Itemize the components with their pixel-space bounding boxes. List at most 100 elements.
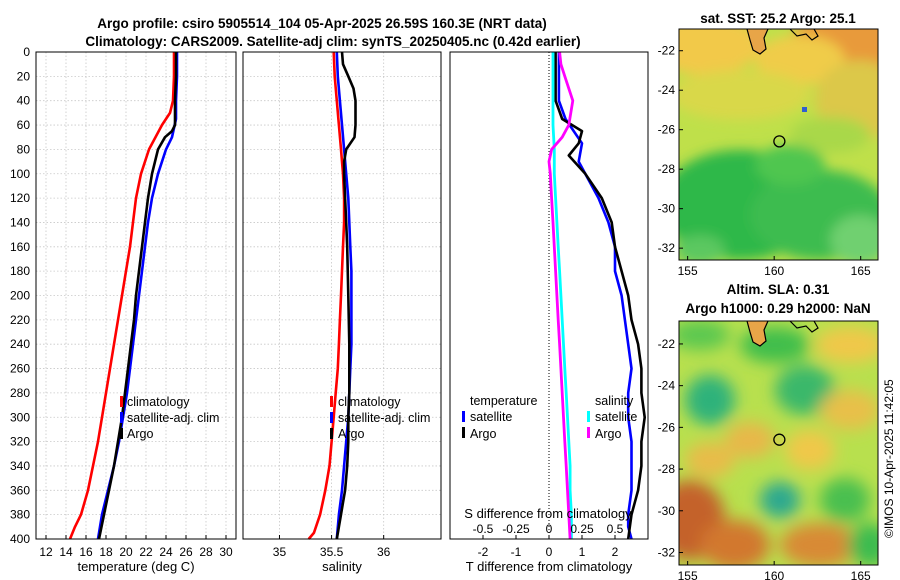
salinity-series bbox=[307, 51, 357, 540]
lat-tick-label: -22 bbox=[658, 337, 676, 351]
legend-satellite-swatch bbox=[120, 412, 123, 423]
depth-tick-label: 360 bbox=[10, 483, 30, 497]
series-s-argo bbox=[547, 51, 575, 540]
imos-timestamp: ©IMOS 10-Apr-2025 11:42:05 bbox=[882, 379, 896, 538]
sst-field bbox=[679, 29, 878, 260]
depth-tick-label: 240 bbox=[10, 337, 30, 351]
difference-s-ticks: -0.5 -0.25 0 0.25 0.5 bbox=[473, 522, 624, 536]
series-t-satellite bbox=[557, 52, 633, 540]
sla-map-title-line1: Altim. SLA: 0.31 bbox=[727, 282, 830, 297]
depth-tick-label: 0 bbox=[23, 45, 30, 59]
series-satellite-adj-clim bbox=[335, 51, 353, 540]
lat-tick-label: -28 bbox=[658, 462, 676, 476]
lat-tick-label: -28 bbox=[658, 162, 676, 176]
depth-tick-label: 100 bbox=[10, 167, 30, 181]
x-tick-label: 35 bbox=[273, 545, 287, 559]
sst-map-ticks: 155 160 165 -22 -24 -26 -28 -30 -32 bbox=[658, 44, 871, 278]
sla-map-title-line2: Argo h1000: 0.29 h2000: NaN bbox=[685, 301, 870, 316]
depth-tick-label: 300 bbox=[10, 410, 30, 424]
s-difference-x-label: S difference from climatology bbox=[464, 506, 632, 521]
legend-t-argo: Argo bbox=[470, 427, 496, 441]
x-tick-label: 12 bbox=[39, 545, 53, 559]
depth-tick-label: 60 bbox=[17, 118, 31, 132]
salinity-axes-box bbox=[242, 51, 442, 540]
x-tick-label: 18 bbox=[99, 545, 113, 559]
depth-tick-label: 260 bbox=[10, 362, 30, 376]
depth-tick-label: 80 bbox=[17, 142, 31, 156]
sla-map-ticks: 155 160 165 -22 -24 -26 -28 -30 -32 bbox=[658, 337, 871, 580]
x-tick-label: 16 bbox=[79, 545, 93, 559]
lon-tick-label: 155 bbox=[678, 264, 698, 278]
difference-legend-salinity: salinity satellite Argo bbox=[587, 394, 637, 441]
lat-tick-label: -22 bbox=[658, 44, 676, 58]
legend-t-satellite-swatch bbox=[462, 411, 465, 422]
legend-satellite-swatch bbox=[330, 412, 333, 423]
depth-tick-label: 180 bbox=[10, 264, 30, 278]
difference-legend-temperature: temperature satellite Argo bbox=[462, 394, 537, 441]
legend-argo-swatch bbox=[120, 428, 123, 439]
sst-map-title: sat. SST: 25.2 Argo: 25.1 bbox=[700, 11, 856, 26]
s-tick-label: -0.25 bbox=[502, 522, 530, 536]
x-tick-label: 14 bbox=[59, 545, 73, 559]
x-tick-label: 20 bbox=[119, 545, 133, 559]
legend-s-satellite: satellite bbox=[595, 410, 637, 424]
series-s-satellite bbox=[551, 52, 573, 539]
series-t-argo bbox=[554, 52, 647, 540]
depth-ticks: 0 20 40 60 80 100 120 140 160 180 200 220 240 260 280 3… bbox=[10, 45, 30, 546]
legend-argo-swatch bbox=[330, 428, 333, 439]
series-argo bbox=[335, 51, 357, 540]
depth-tick-label: 380 bbox=[10, 508, 30, 522]
difference-series bbox=[547, 51, 647, 540]
t-difference-x-label: T difference from climatology bbox=[466, 559, 633, 574]
s-tick-label: 0 bbox=[546, 522, 553, 536]
lon-tick-label: 165 bbox=[851, 264, 871, 278]
s-tick-label: 0.25 bbox=[570, 522, 594, 536]
sst-map-frame bbox=[678, 28, 879, 261]
salinity-panel: 35 35.5 36 salinity climatology satellite-… bbox=[242, 51, 442, 574]
depth-tick-label: 340 bbox=[10, 459, 30, 473]
x-tick-label: 35.5 bbox=[320, 545, 344, 559]
sst-map: 155 160 165 -22 -24 -26 -28 -30 -32 bbox=[658, 28, 879, 278]
s-tick-label: -0.5 bbox=[473, 522, 494, 536]
lat-tick-label: -30 bbox=[658, 202, 676, 216]
depth-tick-label: 20 bbox=[17, 69, 31, 83]
x-tick-label: 0 bbox=[546, 545, 553, 559]
difference-t-ticks: -2 -1 0 1 2 bbox=[478, 535, 619, 559]
legend-s-argo-swatch bbox=[587, 427, 590, 438]
depth-tick-label: 280 bbox=[10, 386, 30, 400]
salinity-x-ticks: 35 35.5 36 bbox=[273, 535, 391, 559]
lon-tick-label: 160 bbox=[764, 264, 784, 278]
legend-temperature-heading: temperature bbox=[470, 394, 537, 408]
s-tick-label: 0.5 bbox=[607, 522, 624, 536]
lat-tick-label: -32 bbox=[658, 241, 676, 255]
temperature-series bbox=[68, 52, 179, 540]
figure-title-line1: Argo profile: csiro 5905514_104 05-Apr-2… bbox=[97, 16, 546, 31]
legend-salinity-heading: salinity bbox=[595, 394, 634, 408]
depth-tick-label: 200 bbox=[10, 289, 30, 303]
x-tick-label: 24 bbox=[159, 545, 173, 559]
depth-tick-label: 160 bbox=[10, 240, 30, 254]
legend-argo: Argo bbox=[127, 427, 153, 441]
sla-argo-position-marker bbox=[773, 433, 786, 446]
lat-tick-label: -26 bbox=[658, 123, 676, 137]
lat-tick-label: -24 bbox=[658, 379, 676, 393]
x-tick-label: 2 bbox=[612, 545, 619, 559]
sla-map: 155 160 165 -22 -24 -26 -28 -30 -32 bbox=[658, 320, 879, 580]
legend-climatology-swatch bbox=[120, 396, 123, 407]
lat-tick-label: -32 bbox=[658, 545, 676, 559]
legend-argo: Argo bbox=[338, 427, 364, 441]
lon-tick-label: 165 bbox=[851, 569, 871, 580]
difference-panel: -2 -1 0 1 2 -0.5 -0.25 0 0.25 0.5 T difference f… bbox=[449, 51, 649, 574]
legend-climatology: climatology bbox=[338, 395, 401, 409]
temperature-x-ticks: 12 14 16 18 20 22 24 26 28 30 bbox=[39, 535, 233, 559]
sst-argo-position-marker bbox=[773, 135, 786, 148]
lat-tick-label: -24 bbox=[658, 83, 676, 97]
depth-tick-label: 40 bbox=[17, 94, 31, 108]
x-tick-label: 1 bbox=[579, 545, 586, 559]
sla-map-frame bbox=[678, 320, 879, 566]
depth-tick-label: 320 bbox=[10, 435, 30, 449]
temperature-legend: climatology satellite-adj. clim Argo bbox=[120, 395, 219, 441]
series-climatology bbox=[307, 51, 346, 540]
x-tick-label: 28 bbox=[199, 545, 213, 559]
